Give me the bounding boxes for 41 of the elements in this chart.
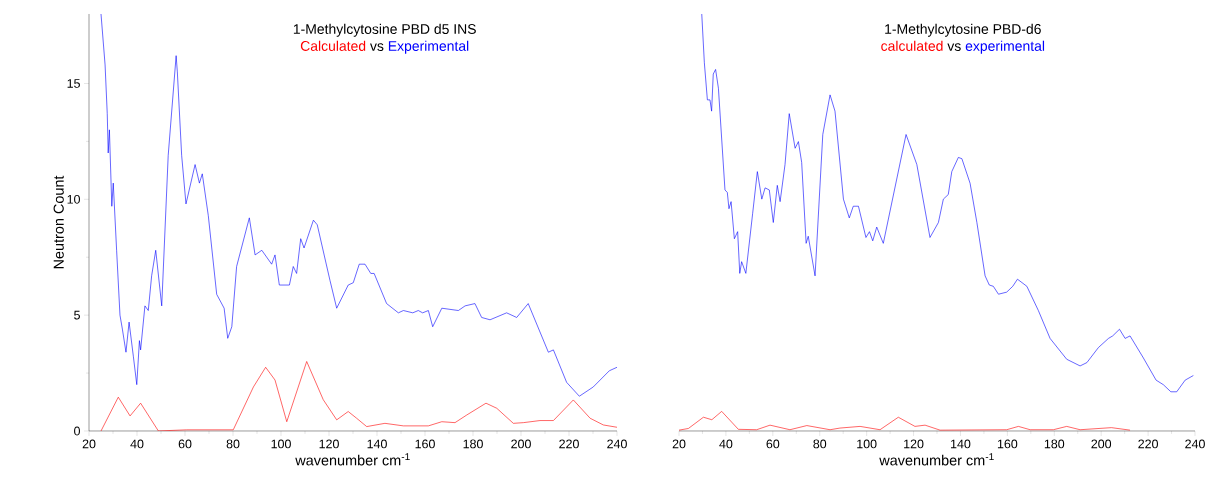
text: experimental xyxy=(965,40,1045,54)
x-tick-label: 140 xyxy=(951,439,971,449)
x-axis-title: wavenumber cm$^{-1}$ xyxy=(295,453,410,466)
x-tick-label: 20 xyxy=(672,439,686,449)
annotation: vs xyxy=(947,43,961,51)
x-tick-label: 200 xyxy=(1091,439,1112,449)
x-tick-label: 40 xyxy=(719,439,733,449)
x-tick-label: 240 xyxy=(607,439,627,449)
text: calculated xyxy=(881,40,943,51)
text: 1-Methylcytosine PBD d5 INS xyxy=(293,23,476,37)
text: 1-Methylcytosine PBD-d6 xyxy=(885,23,1041,37)
x-tick-label: 240 xyxy=(1185,439,1205,449)
x-tick-label: 40 xyxy=(130,439,144,449)
y-tick-label: 0 xyxy=(74,426,80,436)
x-tick-label: 120 xyxy=(904,439,924,449)
x-axis-title: wavenumber cm$^{-1}$ xyxy=(879,453,994,466)
x-tick-label: 140 xyxy=(367,439,387,449)
y-tick-label: 15 xyxy=(67,79,80,88)
x-tick-label: 160 xyxy=(997,439,1018,449)
x-tick-label: 220 xyxy=(1138,439,1158,449)
x-tick-label: 100 xyxy=(857,439,877,449)
y-tick-label: 10 xyxy=(67,194,80,204)
x-tick-label: 160 xyxy=(415,439,435,449)
x-tick-label: 180 xyxy=(1044,439,1065,449)
text: Calculated xyxy=(300,40,366,51)
x-tick-label: 60 xyxy=(766,439,780,449)
x-tick-label: 60 xyxy=(178,439,192,449)
line-series xyxy=(100,361,618,431)
line-series xyxy=(100,13,618,397)
x-tick-label: 20 xyxy=(82,439,96,449)
x-tick-label: 80 xyxy=(813,439,827,449)
x-tick-label: 200 xyxy=(511,439,531,449)
x-tick-label: 120 xyxy=(319,439,339,449)
annotation: vs xyxy=(370,43,384,51)
y-tick-label: 5 xyxy=(74,310,80,320)
y-axis-title: Neutron Count xyxy=(53,175,64,269)
text: Experimental xyxy=(388,40,469,54)
x-tick-label: 100 xyxy=(271,439,291,449)
x-tick-label: 180 xyxy=(463,439,483,449)
x-tick-label: 220 xyxy=(559,439,579,449)
x-tick-label: 80 xyxy=(226,439,240,449)
